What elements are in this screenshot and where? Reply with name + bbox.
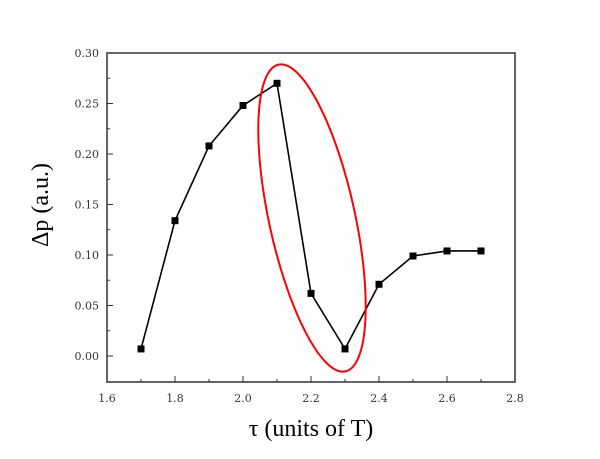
x-tick-label: 2.2 xyxy=(302,392,320,405)
data-point-marker xyxy=(239,102,247,110)
y-tick-label: 0.15 xyxy=(75,199,100,212)
x-axis-title: τ (units of T) xyxy=(249,416,374,442)
y-tick-label: 0.05 xyxy=(75,300,100,313)
data-point-marker xyxy=(137,345,145,353)
x-tick-label: 2.4 xyxy=(370,392,388,405)
y-tick-label: 0.00 xyxy=(75,350,100,363)
data-point-marker xyxy=(443,247,451,255)
data-point-marker xyxy=(205,142,213,150)
y-tick-label: 0.10 xyxy=(75,249,100,262)
x-axis-ticks: 1.6 1.8 2.0 2.2 2.4 2.6 2.8 xyxy=(98,376,524,405)
y-tick-label: 0.25 xyxy=(75,98,100,111)
data-point-marker xyxy=(307,289,315,297)
data-point-marker xyxy=(409,252,417,260)
y-tick-label: 0.20 xyxy=(75,148,100,161)
y-axis-ticks: 0.00 0.05 0.10 0.15 0.20 0.25 0.30 xyxy=(75,47,113,363)
y-tick-label: 0.30 xyxy=(75,47,100,60)
y-axis-title: Δp (a.u.) xyxy=(28,163,54,247)
data-point-marker xyxy=(477,247,485,255)
data-point-marker xyxy=(375,280,383,288)
data-point-marker xyxy=(171,217,179,225)
x-tick-label: 1.8 xyxy=(166,392,184,405)
x-tick-label: 2.8 xyxy=(506,392,524,405)
x-tick-label: 2.0 xyxy=(234,392,252,405)
data-series xyxy=(137,79,485,353)
x-tick-label: 2.6 xyxy=(438,392,456,405)
x-tick-label: 1.6 xyxy=(98,392,116,405)
highlight-ellipse xyxy=(257,63,367,373)
data-point-marker xyxy=(273,79,281,87)
data-point-marker xyxy=(341,345,349,353)
